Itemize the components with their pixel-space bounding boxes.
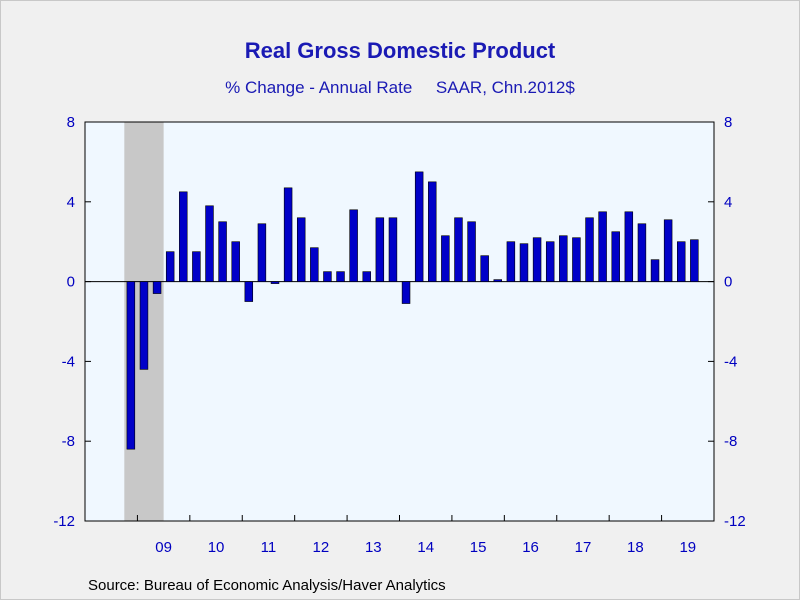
bar-2012Q4 xyxy=(336,271,345,282)
bar-2011Q1 xyxy=(244,281,254,302)
bar-2011Q2 xyxy=(257,223,267,282)
y-tick-label-right: 0 xyxy=(724,274,732,291)
plot-area xyxy=(85,122,714,521)
bar-2013Q4 xyxy=(388,217,398,282)
y-tick-label-left: -12 xyxy=(53,513,75,530)
bar-2018Q4 xyxy=(650,259,660,282)
bar-2012Q2 xyxy=(310,247,319,282)
x-tick-label-09: 09 xyxy=(155,539,172,556)
x-tick-label-15: 15 xyxy=(470,539,487,556)
bar-2012Q3 xyxy=(323,271,332,282)
x-tick-label-19: 19 xyxy=(679,539,696,556)
bar-2008Q4 xyxy=(126,281,136,450)
y-tick-label-right: -12 xyxy=(724,513,746,530)
bar-2013Q2 xyxy=(362,271,371,282)
bar-2019Q2 xyxy=(677,241,686,282)
bar-2018Q2 xyxy=(624,211,634,282)
bar-2018Q1 xyxy=(611,231,620,282)
x-tick-label-14: 14 xyxy=(417,539,434,556)
bar-2011Q4 xyxy=(283,187,293,282)
y-tick-label-right: 8 xyxy=(724,114,732,131)
bar-2013Q1 xyxy=(349,209,358,282)
x-tick-label-10: 10 xyxy=(208,539,225,556)
bar-2016Q2 xyxy=(519,243,529,282)
bar-2010Q3 xyxy=(218,221,227,282)
y-tick-label-right: -8 xyxy=(724,433,737,450)
bar-2010Q2 xyxy=(205,205,214,282)
y-tick-label-left: 0 xyxy=(67,274,75,291)
bar-2010Q4 xyxy=(231,241,240,282)
bar-2012Q1 xyxy=(296,217,306,282)
bar-2017Q4 xyxy=(598,211,607,282)
bar-2015Q3 xyxy=(480,255,489,282)
bar-2014Q4 xyxy=(441,235,450,282)
bar-2014Q1 xyxy=(401,281,411,304)
y-tick-label-right: 4 xyxy=(724,194,732,211)
x-tick-label-18: 18 xyxy=(627,539,644,556)
y-tick-label-left: -4 xyxy=(62,353,75,370)
bar-2009Q4 xyxy=(179,191,188,282)
bar-2009Q1 xyxy=(139,281,149,370)
bar-2015Q2 xyxy=(467,221,476,282)
bar-2009Q3 xyxy=(165,251,175,282)
bar-2016Q1 xyxy=(506,241,516,282)
y-tick-label-left: -8 xyxy=(62,433,75,450)
chart-subtitle: % Change - Annual Rate SAAR, Chn.2012$ xyxy=(225,78,575,97)
bar-2014Q2 xyxy=(414,171,424,282)
chart-title: Real Gross Domestic Product xyxy=(244,38,556,63)
bar-2014Q3 xyxy=(428,181,437,282)
bar-2011Q3 xyxy=(270,281,280,284)
bar-2019Q1 xyxy=(663,219,673,282)
source-note: Source: Bureau of Economic Analysis/Have… xyxy=(88,577,446,594)
bar-2017Q2 xyxy=(572,237,581,282)
bar-2010Q1 xyxy=(192,251,201,282)
y-tick-label-left: 8 xyxy=(67,114,75,131)
bar-2018Q3 xyxy=(637,223,647,282)
x-tick-label-11: 11 xyxy=(261,539,277,556)
bar-2015Q4 xyxy=(493,279,503,282)
bar-2016Q4 xyxy=(545,241,555,282)
x-tick-label-17: 17 xyxy=(575,539,592,556)
bar-2015Q1 xyxy=(454,217,463,282)
bar-2016Q3 xyxy=(532,237,542,282)
y-tick-label-right: -4 xyxy=(724,353,737,370)
bar-2017Q3 xyxy=(585,217,594,282)
x-tick-label-12: 12 xyxy=(313,539,330,556)
bar-2009Q2 xyxy=(152,281,162,294)
y-tick-label-left: 4 xyxy=(67,194,75,211)
bar-2019Q3 xyxy=(690,239,699,282)
x-tick-label-13: 13 xyxy=(365,539,382,556)
bar-2013Q3 xyxy=(375,217,385,282)
x-tick-label-16: 16 xyxy=(522,539,539,556)
bar-2017Q1 xyxy=(559,235,568,282)
